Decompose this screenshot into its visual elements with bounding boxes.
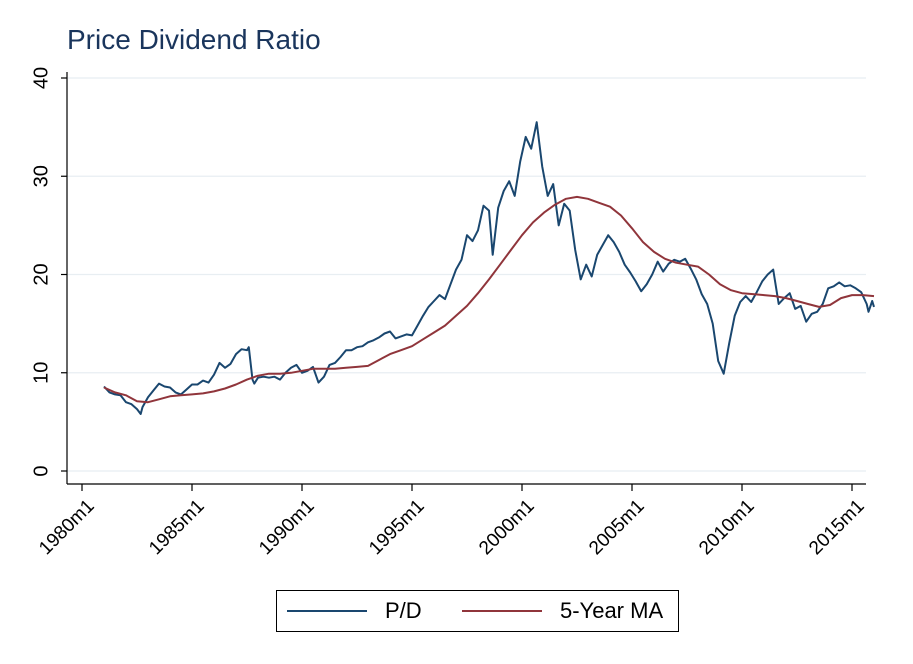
legend: P/D 5-Year MA — [276, 590, 679, 632]
x-tick-label-2015m1: 2015m1 — [805, 496, 868, 559]
x-tick-label-1995m1: 1995m1 — [365, 496, 428, 559]
axes — [66, 72, 866, 485]
y-tick-label-20: 20 — [30, 263, 52, 285]
y-tick-label-0: 0 — [30, 465, 52, 476]
legend-item-pd: P/D — [287, 591, 422, 631]
y-tick-label-30: 30 — [30, 165, 52, 187]
legend-label-pd: P/D — [385, 598, 422, 623]
y-tick-label-10: 10 — [30, 362, 52, 384]
chart-title: Price Dividend Ratio — [67, 24, 321, 55]
x-tick-label-1990m1: 1990m1 — [255, 496, 318, 559]
x-tick-label-2010m1: 2010m1 — [695, 496, 758, 559]
series-lines — [103, 121, 875, 415]
x-axis-ticks: 1980m1 1985m1 1990m1 1995m1 2000m1 2005m1 2010… — [35, 484, 869, 559]
gridlines — [67, 77, 866, 472]
series-line-pd — [103, 121, 875, 415]
series-line-5yr-ma — [103, 195, 875, 404]
legend-swatch-ma — [462, 610, 542, 612]
x-tick-label-1980m1: 1980m1 — [35, 496, 98, 559]
x-tick-label-2000m1: 2000m1 — [475, 496, 538, 559]
legend-label-ma: 5-Year MA — [560, 598, 664, 623]
legend-item-ma: 5-Year MA — [462, 591, 663, 631]
legend-swatch-pd — [287, 610, 367, 612]
y-tick-label-40: 40 — [30, 67, 52, 89]
x-tick-label-1985m1: 1985m1 — [145, 496, 208, 559]
x-tick-label-2005m1: 2005m1 — [585, 496, 648, 559]
y-axis-ticks: 0 10 20 30 40 — [30, 67, 67, 477]
